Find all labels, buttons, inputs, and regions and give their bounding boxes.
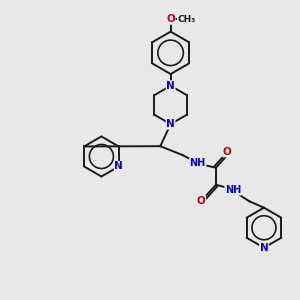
Text: CH₃: CH₃ xyxy=(177,15,196,24)
Text: N: N xyxy=(114,161,123,172)
Text: NH: NH xyxy=(225,185,241,195)
Text: O: O xyxy=(166,14,175,24)
Text: NH: NH xyxy=(190,158,206,168)
Text: O: O xyxy=(223,147,232,157)
Text: O: O xyxy=(197,196,206,206)
Text: N: N xyxy=(166,81,175,91)
Text: N: N xyxy=(260,243,268,253)
Text: N: N xyxy=(166,119,175,129)
